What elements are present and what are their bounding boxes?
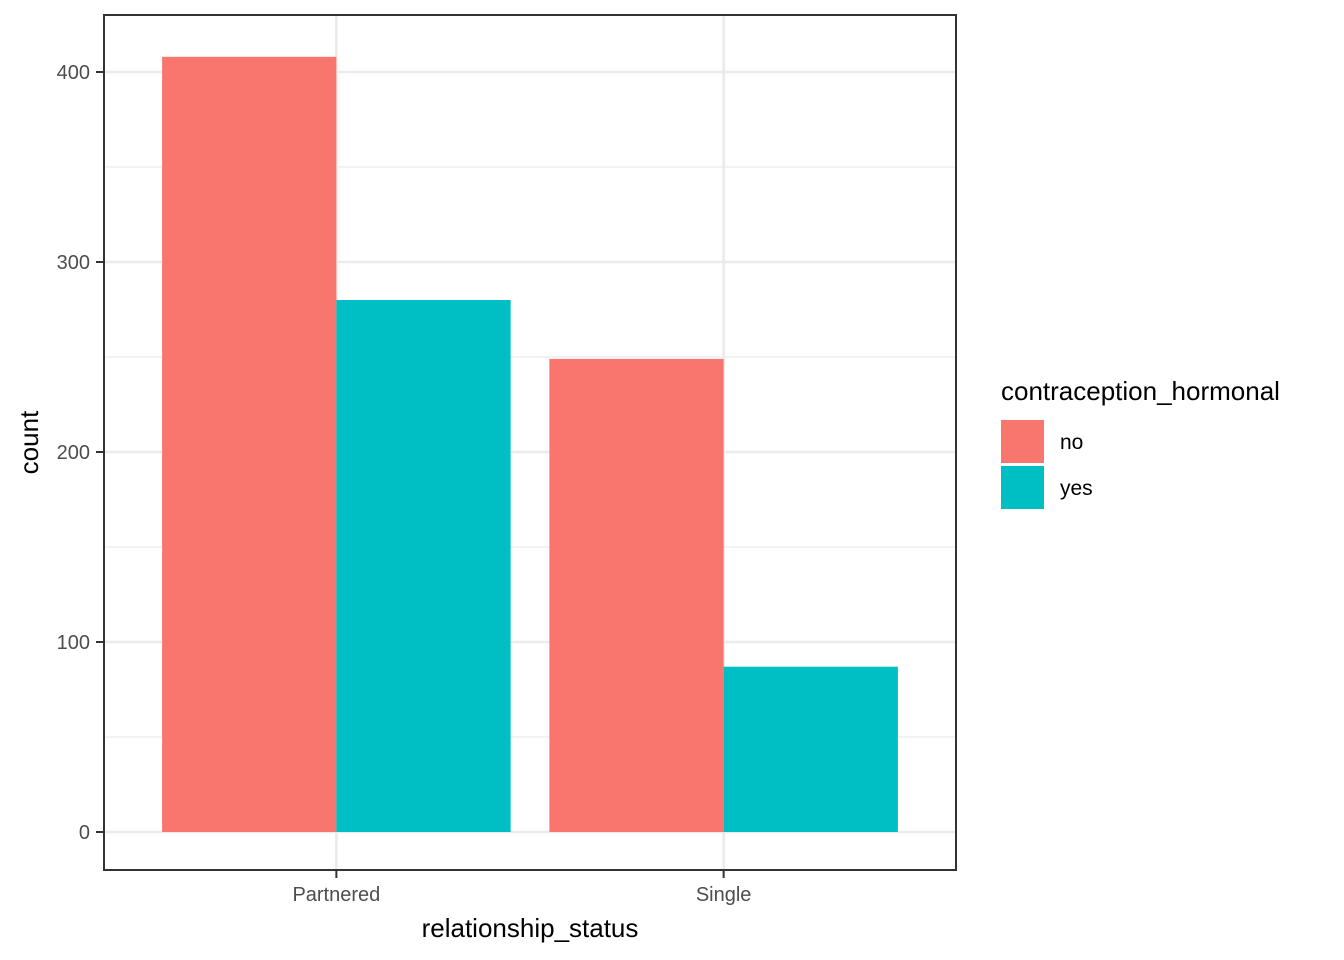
legend-swatch-yes bbox=[1001, 466, 1044, 509]
bar-partnered-no bbox=[162, 56, 337, 833]
bars bbox=[162, 56, 898, 833]
panel-border bbox=[103, 14, 957, 871]
bar-single-yes bbox=[723, 666, 898, 832]
bar-single-no bbox=[549, 358, 724, 832]
y-tick-label: 400 bbox=[57, 62, 90, 84]
y-tick-label: 0 bbox=[79, 822, 90, 844]
legend-title: contraception_hormonal bbox=[1001, 376, 1280, 406]
y-tick-label: 200 bbox=[57, 442, 90, 464]
legend-swatch-no bbox=[1001, 420, 1044, 463]
y-axis-title: count bbox=[14, 410, 44, 474]
bar-partnered-yes bbox=[336, 300, 511, 832]
x-tick-label: Partnered bbox=[292, 884, 380, 906]
legend: contraception_hormonal no yes bbox=[1001, 376, 1280, 509]
x-axis-title: relationship_status bbox=[422, 913, 639, 943]
x-tick-label: Single bbox=[696, 884, 752, 906]
legend-label-no: no bbox=[1060, 431, 1083, 454]
y-tick-label: 100 bbox=[57, 632, 90, 654]
y-tick-label: 300 bbox=[57, 252, 90, 274]
y-axis: 0 100 200 300 400 bbox=[57, 62, 104, 844]
x-axis: Partnered Single bbox=[292, 870, 751, 906]
legend-label-yes: yes bbox=[1060, 477, 1093, 500]
